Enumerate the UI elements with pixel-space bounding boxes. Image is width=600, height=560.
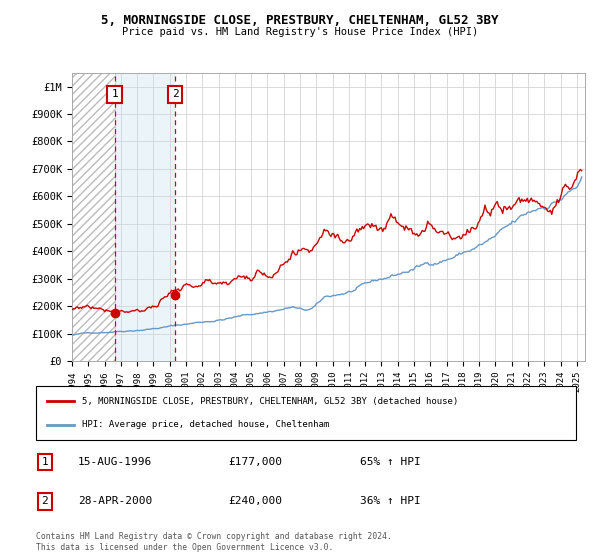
Text: 2: 2 <box>172 90 178 100</box>
Text: £240,000: £240,000 <box>228 496 282 506</box>
Bar <box>115 73 175 361</box>
Text: Price paid vs. HM Land Registry's House Price Index (HPI): Price paid vs. HM Land Registry's House … <box>122 27 478 37</box>
Text: 5, MORNINGSIDE CLOSE, PRESTBURY, CHELTENHAM, GL52 3BY: 5, MORNINGSIDE CLOSE, PRESTBURY, CHELTEN… <box>101 14 499 27</box>
Bar <box>72 73 115 361</box>
Text: HPI: Average price, detached house, Cheltenham: HPI: Average price, detached house, Chel… <box>82 420 329 429</box>
Text: 1: 1 <box>112 90 118 100</box>
Text: 15-AUG-1996: 15-AUG-1996 <box>78 457 152 467</box>
Text: 28-APR-2000: 28-APR-2000 <box>78 496 152 506</box>
Text: 2: 2 <box>41 496 49 506</box>
Text: Contains HM Land Registry data © Crown copyright and database right 2024.
This d: Contains HM Land Registry data © Crown c… <box>36 532 392 552</box>
Text: 5, MORNINGSIDE CLOSE, PRESTBURY, CHELTENHAM, GL52 3BY (detached house): 5, MORNINGSIDE CLOSE, PRESTBURY, CHELTEN… <box>82 397 458 406</box>
Text: 1: 1 <box>41 457 49 467</box>
FancyBboxPatch shape <box>36 386 576 440</box>
Text: 36% ↑ HPI: 36% ↑ HPI <box>360 496 421 506</box>
Text: 65% ↑ HPI: 65% ↑ HPI <box>360 457 421 467</box>
Text: £177,000: £177,000 <box>228 457 282 467</box>
